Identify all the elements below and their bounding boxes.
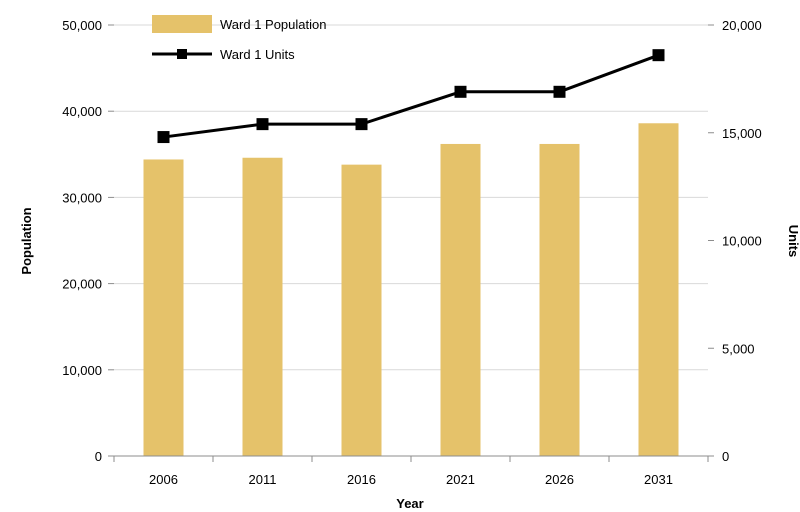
units-point xyxy=(652,49,665,62)
y2-axis-title: Units xyxy=(786,225,800,258)
units-point xyxy=(355,118,368,131)
population-bar xyxy=(539,143,580,456)
y-tick-label: 50,000 xyxy=(62,18,102,33)
y-tick-label: 20,000 xyxy=(62,277,102,292)
x-tick-label: 2006 xyxy=(149,472,178,487)
legend: Ward 1 Population Ward 1 Units xyxy=(152,15,326,62)
right-axis-ticks: 0 5,000 10,000 15,000 20,000 xyxy=(708,18,762,464)
legend-swatch-population xyxy=(152,15,212,33)
population-bar xyxy=(143,159,184,457)
x-axis-title: Year xyxy=(396,496,423,511)
population-bar xyxy=(341,164,382,457)
left-axis-ticks: 0 10,000 20,000 30,000 40,000 50,000 xyxy=(62,18,114,464)
population-bar xyxy=(440,143,481,456)
legend-label-population: Ward 1 Population xyxy=(220,17,326,32)
units-series-line xyxy=(163,53,660,139)
legend-swatch-units-marker xyxy=(177,49,187,59)
y-tick-label: 10,000 xyxy=(62,363,102,378)
legend-label-units: Ward 1 Units xyxy=(220,47,295,62)
units-point xyxy=(157,131,170,144)
gridlines xyxy=(114,24,708,371)
y2-tick-label: 10,000 xyxy=(722,234,762,249)
y-axis-title: Population xyxy=(19,207,34,274)
y2-tick-label: 20,000 xyxy=(722,18,762,33)
x-tick-label: 2016 xyxy=(347,472,376,487)
x-tick-label: 2011 xyxy=(249,472,277,487)
x-tick-label: 2031 xyxy=(644,472,673,487)
population-bars xyxy=(143,123,679,457)
y2-tick-label: 5,000 xyxy=(722,341,755,356)
units-point xyxy=(454,85,467,98)
units-point xyxy=(553,85,566,98)
y-tick-label: 0 xyxy=(95,449,102,464)
population-bar xyxy=(242,157,283,457)
y-tick-label: 40,000 xyxy=(62,104,102,119)
units-line xyxy=(157,49,665,144)
x-tick-label: 2021 xyxy=(446,472,475,487)
y2-tick-label: 15,000 xyxy=(722,126,762,141)
y2-tick-label: 0 xyxy=(722,449,729,464)
units-point xyxy=(256,118,269,131)
x-axis-ticks: 2006 2011 2016 2021 2026 2031 xyxy=(113,456,709,487)
x-tick-label: 2026 xyxy=(545,472,574,487)
population-bar xyxy=(638,123,679,456)
y-tick-label: 30,000 xyxy=(62,190,102,205)
